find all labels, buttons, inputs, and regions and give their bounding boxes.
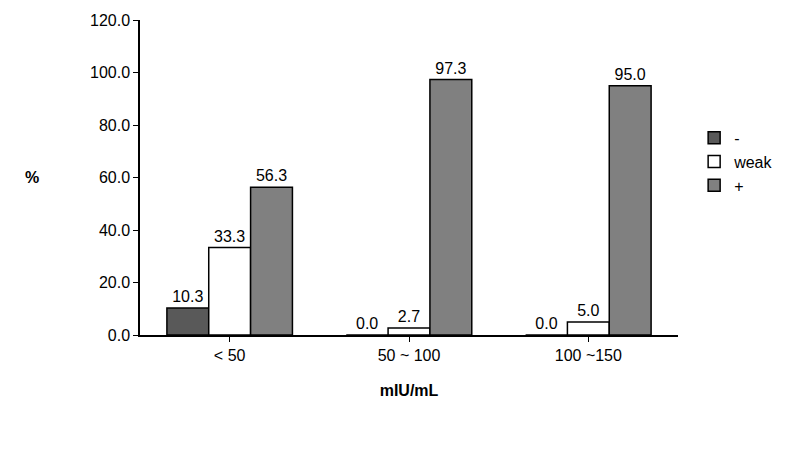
svg-text:100.0: 100.0 [90,64,130,81]
svg-text:95.0: 95.0 [615,66,646,83]
svg-text:< 50: < 50 [214,347,246,364]
svg-text:80.0: 80.0 [99,117,130,134]
svg-text:0.0: 0.0 [535,315,557,332]
svg-text:56.3: 56.3 [256,167,287,184]
svg-text:50 ~ 100: 50 ~ 100 [378,347,441,364]
svg-text:-: - [734,130,739,147]
svg-text:2.7: 2.7 [398,308,420,325]
svg-text:%: % [25,169,39,186]
svg-text:33.3: 33.3 [214,228,245,245]
svg-text:weak: weak [733,154,772,171]
svg-text:0.0: 0.0 [356,315,378,332]
svg-text:60.0: 60.0 [99,169,130,186]
svg-text:20.0: 20.0 [99,274,130,291]
svg-text:5.0: 5.0 [577,302,599,319]
svg-text:+: + [734,177,743,194]
svg-text:100 ~150: 100 ~150 [555,347,622,364]
svg-text:120.0: 120.0 [90,12,130,29]
svg-text:0.0: 0.0 [108,327,130,344]
svg-text:10.3: 10.3 [172,288,203,305]
svg-text:mIU/mL: mIU/mL [380,382,439,399]
svg-text:97.3: 97.3 [435,60,466,77]
svg-text:40.0: 40.0 [99,222,130,239]
